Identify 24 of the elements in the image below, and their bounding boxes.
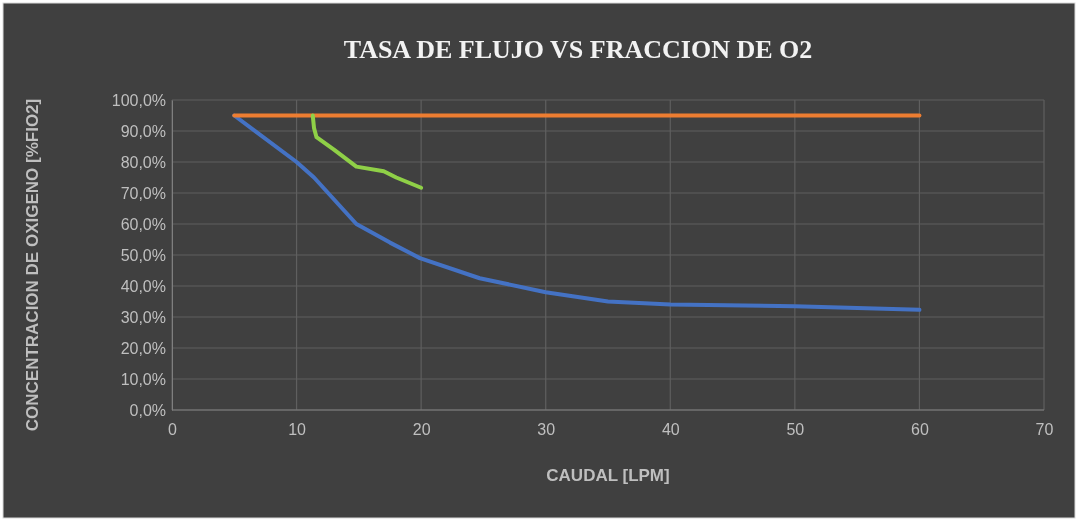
x-tick-label: 10 (288, 421, 307, 439)
y-tick-label: 60,0% (120, 215, 166, 233)
y-tick-label: 0,0% (129, 401, 166, 419)
line-series (232, 113, 922, 312)
y-tick-label: 30,0% (120, 308, 166, 326)
y-tick-label: 70,0% (120, 184, 166, 202)
x-tick-label: 20 (412, 421, 431, 439)
x-tick-label: 50 (786, 421, 805, 439)
y-tick-label: 90,0% (120, 122, 166, 140)
x-tick-label: 60 (911, 421, 929, 439)
x-tick-label: 30 (537, 421, 556, 439)
x-axis-title: CAUDAL [LPM] (546, 466, 670, 485)
line-series (310, 113, 424, 190)
y-tick-label: 10,0% (120, 370, 166, 388)
y-tick-label: 20,0% (120, 339, 166, 357)
x-tick-label: 40 (661, 421, 680, 439)
y-tick-label: 40,0% (120, 277, 166, 295)
chart-title: TASA DE FLUJO VS FRACCION DE O2 (343, 35, 813, 64)
y-tick-label: 50,0% (120, 246, 166, 264)
y-tick-label: 100,0% (111, 91, 166, 109)
y-axis-title: CONCENTRACION DE OXIGENO [%FIO2] (23, 98, 42, 432)
x-tick-label: 0 (168, 421, 178, 439)
y-tick-label: 80,0% (120, 153, 166, 171)
x-tick-label: 70 (1035, 421, 1054, 439)
